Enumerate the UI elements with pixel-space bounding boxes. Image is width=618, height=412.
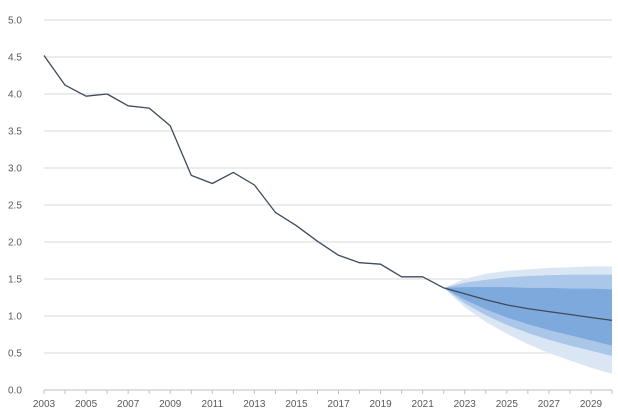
y-axis-tick-labels: 0.0 0.5 1.0 1.5 2.0 2.5 3.0 3.5 4.0 4.5 5.0: [8, 16, 22, 397]
x-tick-label: 2021: [412, 399, 435, 410]
y-tick-label: 0.0: [8, 386, 22, 397]
x-tick-label: 2029: [580, 399, 603, 410]
x-tick-label: 2005: [75, 399, 98, 410]
forecast-band-3: [443, 287, 612, 346]
x-axis: [43, 389, 613, 394]
y-tick-label: 2.5: [8, 201, 22, 212]
x-tick-label: 2007: [117, 399, 140, 410]
y-tick-label: 2.0: [8, 238, 22, 249]
historical-series-line: [43, 55, 445, 289]
y-tick-label: 0.5: [8, 349, 22, 360]
x-tick-label: 2025: [496, 399, 519, 410]
x-tick-label: 2011: [202, 399, 224, 410]
y-tick-label: 1.5: [8, 275, 22, 286]
x-tick-label: 2013: [243, 399, 266, 410]
x-tick-label: 2003: [33, 399, 56, 410]
x-tick-label: 2009: [159, 399, 182, 410]
x-tick-label: 2019: [369, 399, 392, 410]
x-tick-label: 2023: [454, 399, 477, 410]
x-tick-label: 2015: [285, 399, 308, 410]
y-tick-label: 4.0: [8, 90, 22, 101]
y-tick-label: 5.0: [8, 16, 22, 27]
y-tick-label: 3.0: [8, 164, 22, 175]
y-tick-label: 4.5: [8, 53, 22, 64]
x-tick-label: 2027: [538, 399, 561, 410]
y-tick-label: 3.5: [8, 127, 22, 138]
x-axis-tick-labels: 2003 2005 2007 2009 2011 2013 2015 2017 2019 2021…: [33, 399, 603, 410]
series-lines: [43, 55, 613, 322]
forecast-bands: [443, 266, 612, 374]
gridlines: [44, 19, 612, 354]
x-tick-label: 2017: [327, 399, 350, 410]
forecast-central-line: [443, 287, 613, 322]
y-tick-label: 1.0: [8, 312, 22, 323]
